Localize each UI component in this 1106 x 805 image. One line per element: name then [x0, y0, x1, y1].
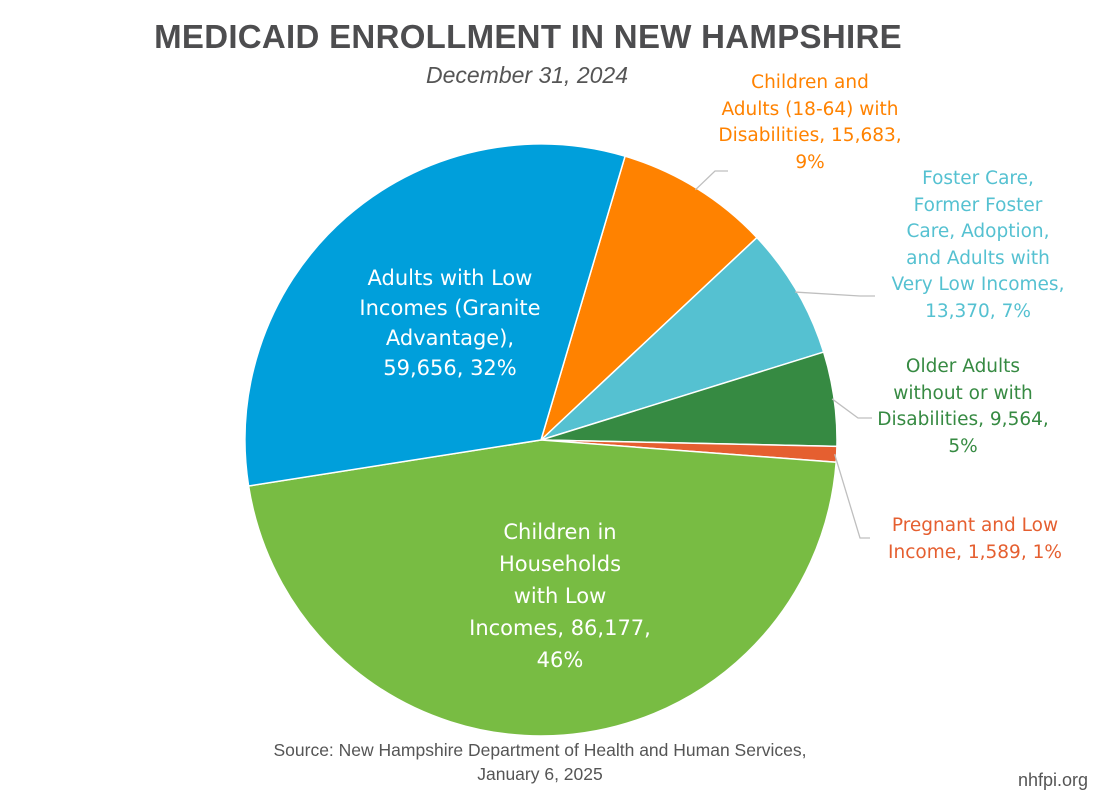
label-foster-care: Foster Care, Former Foster Care, Adoptio… — [891, 168, 1065, 322]
label-older-adults: Older Adults without or with Disabilitie… — [877, 356, 1049, 457]
leader-line-2 — [831, 398, 872, 419]
pie-slice-children-in-households-with-low-incomes — [247, 439, 837, 737]
label-pregnant: Pregnant and Low Income, 1,589, 1% — [888, 515, 1062, 563]
label-granite-advantage: Adults with Low Incomes (Granite Advanta… — [359, 266, 541, 380]
pie-slice-foster-care-former-foster-care-adoption-and-adults-with-very-low-incomes — [540, 236, 825, 441]
source-line-2: January 6, 2025 — [477, 764, 603, 784]
label-disabilities: Children and Adults (18-64) with Disabil… — [718, 72, 902, 173]
label-children-households: Children in Households with Low Incomes,… — [469, 520, 651, 672]
leader-lines — [694, 170, 875, 539]
chart-title: MEDICAID ENROLLMENT IN NEW HAMPSHIRE — [154, 18, 902, 55]
source-note: Source: New Hampshire Department of Heal… — [150, 738, 930, 786]
leader-line-0 — [694, 170, 728, 191]
brand-url[interactable]: nhfpi.org — [1017, 770, 1088, 790]
chart-subtitle: December 31, 2024 — [425, 62, 628, 88]
pie-slice-adults-with-low-incomes-granite-advantage — [244, 143, 627, 487]
source-line-1: Source: New Hampshire Department of Heal… — [273, 740, 807, 760]
pie-slices — [244, 143, 838, 737]
leader-line-3 — [834, 453, 870, 539]
leader-line-1 — [795, 291, 875, 297]
